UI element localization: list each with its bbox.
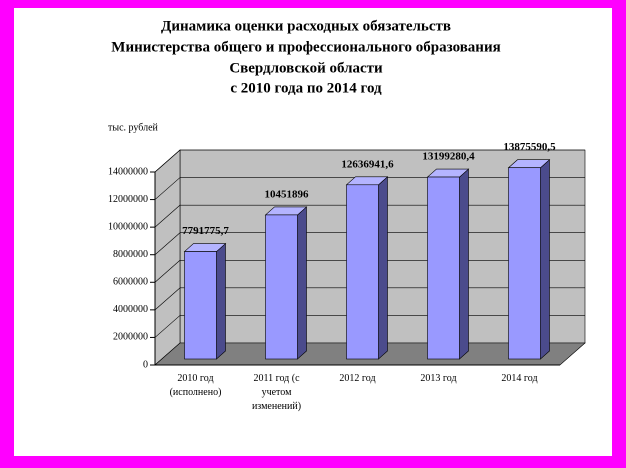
value-label: 13875590,5 (503, 141, 556, 153)
grid-line (154, 149, 181, 173)
y-tick-label: 4000000 (113, 304, 148, 315)
bar (346, 184, 379, 360)
value-label: 7791775,7 (182, 225, 229, 237)
grid-line (154, 177, 181, 200)
y-tick-label: 14000000 (108, 166, 148, 177)
grid-line (154, 315, 181, 338)
value-label: 10451896 (265, 188, 310, 200)
bar (265, 214, 298, 360)
x-tick-label: 2010 год (исполнено) (169, 373, 222, 398)
grid-line (154, 232, 181, 255)
bar-side (459, 168, 469, 360)
y-tick-label: 6000000 (113, 277, 148, 288)
title-line: Динамика оценки расходных обязательств (161, 18, 451, 34)
title-line: Свердловской области (229, 60, 383, 76)
y-tick-label: 10000000 (108, 221, 148, 232)
bar-side (216, 242, 226, 360)
y-tick-label: 2000000 (113, 332, 148, 343)
x-tick-label: 2011 год (с учетом изменений) (251, 373, 302, 412)
bar-side (378, 176, 388, 360)
title-line: с 2010 года по 2014 год (230, 80, 382, 96)
bar-side (540, 159, 550, 360)
title: Динамика оценки расходных обязательств М… (111, 18, 500, 96)
bar (184, 251, 217, 360)
bar (508, 167, 541, 360)
bar-side (297, 206, 307, 360)
y-tick-label: 0 (143, 359, 148, 370)
bar (427, 176, 460, 360)
grid-line (154, 204, 181, 228)
x-tick-label: 2013 год (420, 373, 457, 384)
y-tick-label: 12000000 (108, 194, 148, 205)
y-axis-label: тыс. рублей (108, 122, 159, 133)
grid-line (154, 287, 181, 311)
value-label: 12636941,6 (341, 158, 394, 170)
grid-line (154, 260, 181, 283)
x-tick-label: 2014 год (501, 373, 538, 384)
x-tick-label: 2012 год (339, 373, 376, 384)
side-wall (154, 149, 181, 366)
value-label: 13199280,4 (422, 151, 475, 163)
title-line: Министерства общего и профессионального … (111, 39, 500, 55)
y-tick-label: 8000000 (113, 249, 148, 260)
